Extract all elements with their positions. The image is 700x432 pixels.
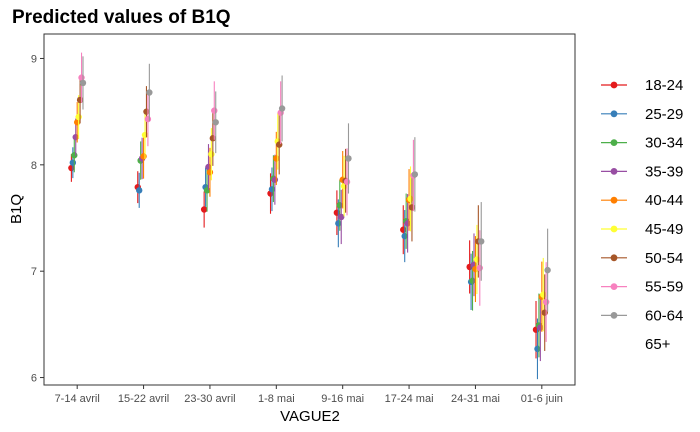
legend-label: 45-49 — [645, 221, 683, 238]
x-axis: 7-14 avril 15-22 avril 23-30 avril 1-8 mai 9… — [55, 385, 563, 405]
legend-item: 40-44 — [601, 192, 683, 209]
legend-key-point — [610, 196, 618, 204]
legend-item: 50-54 — [601, 250, 683, 267]
data-point — [407, 195, 414, 203]
data-point — [400, 226, 407, 233]
legend-label: 18-24 — [645, 77, 683, 94]
data-point — [338, 213, 345, 221]
data-point — [544, 266, 551, 274]
data-point — [411, 171, 419, 178]
data-point — [206, 169, 214, 176]
data-point — [335, 220, 342, 227]
data-point — [473, 256, 481, 263]
legend-item: 30-34 — [601, 135, 683, 152]
data-point — [478, 238, 485, 245]
data-point — [273, 155, 280, 162]
x-tick-label: 1-8 mai — [258, 393, 295, 405]
data-point — [278, 105, 286, 112]
x-tick-label: 15-22 avril — [118, 393, 169, 405]
x-tick-label: 23-30 avril — [184, 393, 235, 405]
data-point — [401, 232, 408, 240]
data-point — [542, 298, 550, 306]
legend-label: 65+ — [645, 336, 671, 353]
data-point — [343, 178, 351, 186]
legend-item: 45-49 — [601, 221, 683, 238]
legend-key-point — [610, 81, 618, 89]
legend-key-point — [610, 254, 618, 262]
data-point — [408, 204, 416, 211]
series-60-64 — [79, 56, 551, 312]
x-tick-label: 01-6 juin — [521, 393, 563, 405]
y-tick-label: 8 — [31, 160, 37, 172]
legend-label: 50-54 — [645, 250, 683, 267]
y-tick-label: 9 — [31, 53, 37, 65]
legend: 18-24 25-29 30-34 35-39 40-44 45-49 50-54 55-59… — [601, 77, 683, 353]
legend-key-point — [610, 283, 618, 290]
data-point — [144, 115, 152, 123]
legend-item: 55-59 — [601, 279, 683, 296]
legend-label: 60-64 — [645, 307, 683, 324]
legend-key-point — [610, 139, 618, 147]
legend-item: 35-39 — [601, 163, 683, 180]
data-point — [534, 345, 541, 353]
data-point — [141, 131, 149, 139]
data-point — [71, 152, 78, 159]
legend-label: 40-44 — [645, 192, 683, 209]
y-tick-label: 7 — [31, 266, 37, 278]
data-point — [404, 220, 411, 227]
legend-label: 30-34 — [645, 135, 683, 152]
legend-key-point — [610, 110, 618, 118]
legend-item: 25-29 — [601, 106, 683, 123]
legend-label: 25-29 — [645, 106, 683, 123]
data-point — [200, 206, 208, 213]
legend-label: 55-59 — [645, 279, 683, 296]
data-point — [541, 309, 548, 316]
data-point — [69, 159, 77, 166]
y-axis-title: B1Q — [8, 194, 25, 224]
data-point — [203, 187, 211, 194]
legend-key-point — [610, 225, 618, 233]
data-point — [76, 96, 84, 104]
data-point — [276, 141, 283, 148]
data-point — [209, 135, 217, 142]
data-point — [345, 155, 352, 162]
data-point — [336, 202, 343, 209]
legend-key-point — [610, 312, 618, 319]
data-point — [146, 89, 153, 96]
data-point — [537, 324, 544, 331]
data-point — [136, 187, 143, 194]
data-point — [211, 107, 218, 114]
y-tick-label: 6 — [31, 373, 37, 385]
legend-item: 65+ — [645, 336, 671, 353]
legend-key-point — [610, 168, 618, 175]
data-point — [268, 186, 276, 193]
x-tick-label: 24-31 mai — [451, 393, 500, 405]
plot-panel — [43, 33, 576, 386]
data-point — [476, 264, 483, 272]
data-point — [72, 133, 79, 141]
x-tick-label: 7-14 avril — [55, 393, 100, 405]
x-tick-label: 17-24 mai — [385, 393, 434, 405]
legend-item: 18-24 — [601, 77, 683, 94]
x-tick-label: 9-16 mai — [321, 393, 364, 405]
data-point — [140, 153, 147, 160]
x-axis-title: VAGUE2 — [280, 408, 340, 425]
data-point — [79, 79, 87, 87]
chart-title: Predicted values of B1Q — [12, 7, 231, 28]
y-axis: 6 7 8 9 — [31, 53, 44, 385]
legend-item: 60-64 — [601, 307, 683, 324]
data-point — [469, 277, 476, 284]
data-point — [208, 150, 215, 158]
data-point — [212, 119, 219, 126]
data-point — [75, 113, 82, 121]
data-point — [271, 176, 279, 183]
data-point — [143, 108, 150, 115]
data-point — [540, 291, 547, 298]
legend-label: 35-39 — [645, 163, 683, 180]
data-marks — [68, 52, 551, 380]
